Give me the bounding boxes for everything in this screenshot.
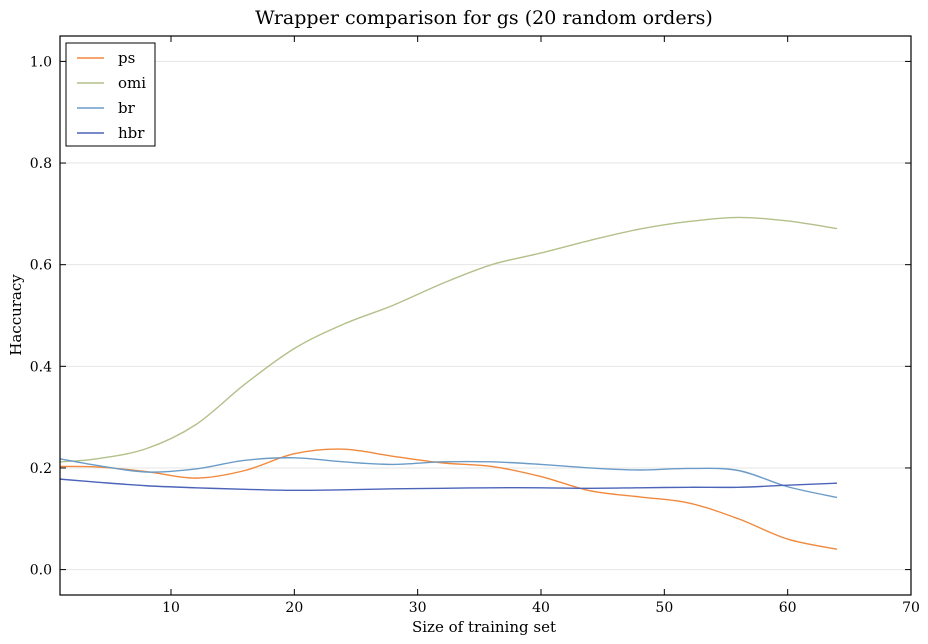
legend-box [65,42,156,147]
x-tick-label: 70 [902,600,920,616]
y-tick-label: 0.0 [30,563,52,579]
legend-label-ps: ps [118,49,135,67]
legend-label-br: br [118,99,136,117]
series-line-omi [59,216,838,463]
series-line-ps [59,448,838,550]
legend-label-hbr: hbr [118,124,145,142]
y-axis-label: Haccuracy [7,274,25,356]
y-tick-label: 0.8 [30,156,52,172]
legend: ps omi br hbr [65,42,156,147]
y-tick-label: 0.2 [30,461,52,477]
x-tick-label: 20 [285,600,303,616]
y-tick-label: 0.6 [30,258,52,274]
legend-items: ps omi br hbr [77,49,146,142]
x-tick-label: 30 [409,600,427,616]
x-tick-label: 10 [162,600,180,616]
series-line-hbr [59,478,838,492]
tick-layer: 0.0 0.2 0.4 0.6 0.8 1.0 10 20 30 40 50 60 70 [30,36,920,616]
x-tick-label: 40 [532,600,550,616]
x-tick-label: 50 [655,600,673,616]
y-tick-label: 1.0 [30,54,52,70]
series-line-br [59,457,838,499]
x-tick-label: 60 [779,600,797,616]
grid-layer [60,60,911,571]
y-tick-label: 0.4 [30,359,52,375]
plot-frame [59,35,912,596]
series-layer [59,216,838,550]
x-axis-label: Size of training set [412,618,556,636]
legend-label-omi: omi [118,74,146,92]
chart-title: Wrapper comparison for gs (20 random ord… [255,7,713,29]
